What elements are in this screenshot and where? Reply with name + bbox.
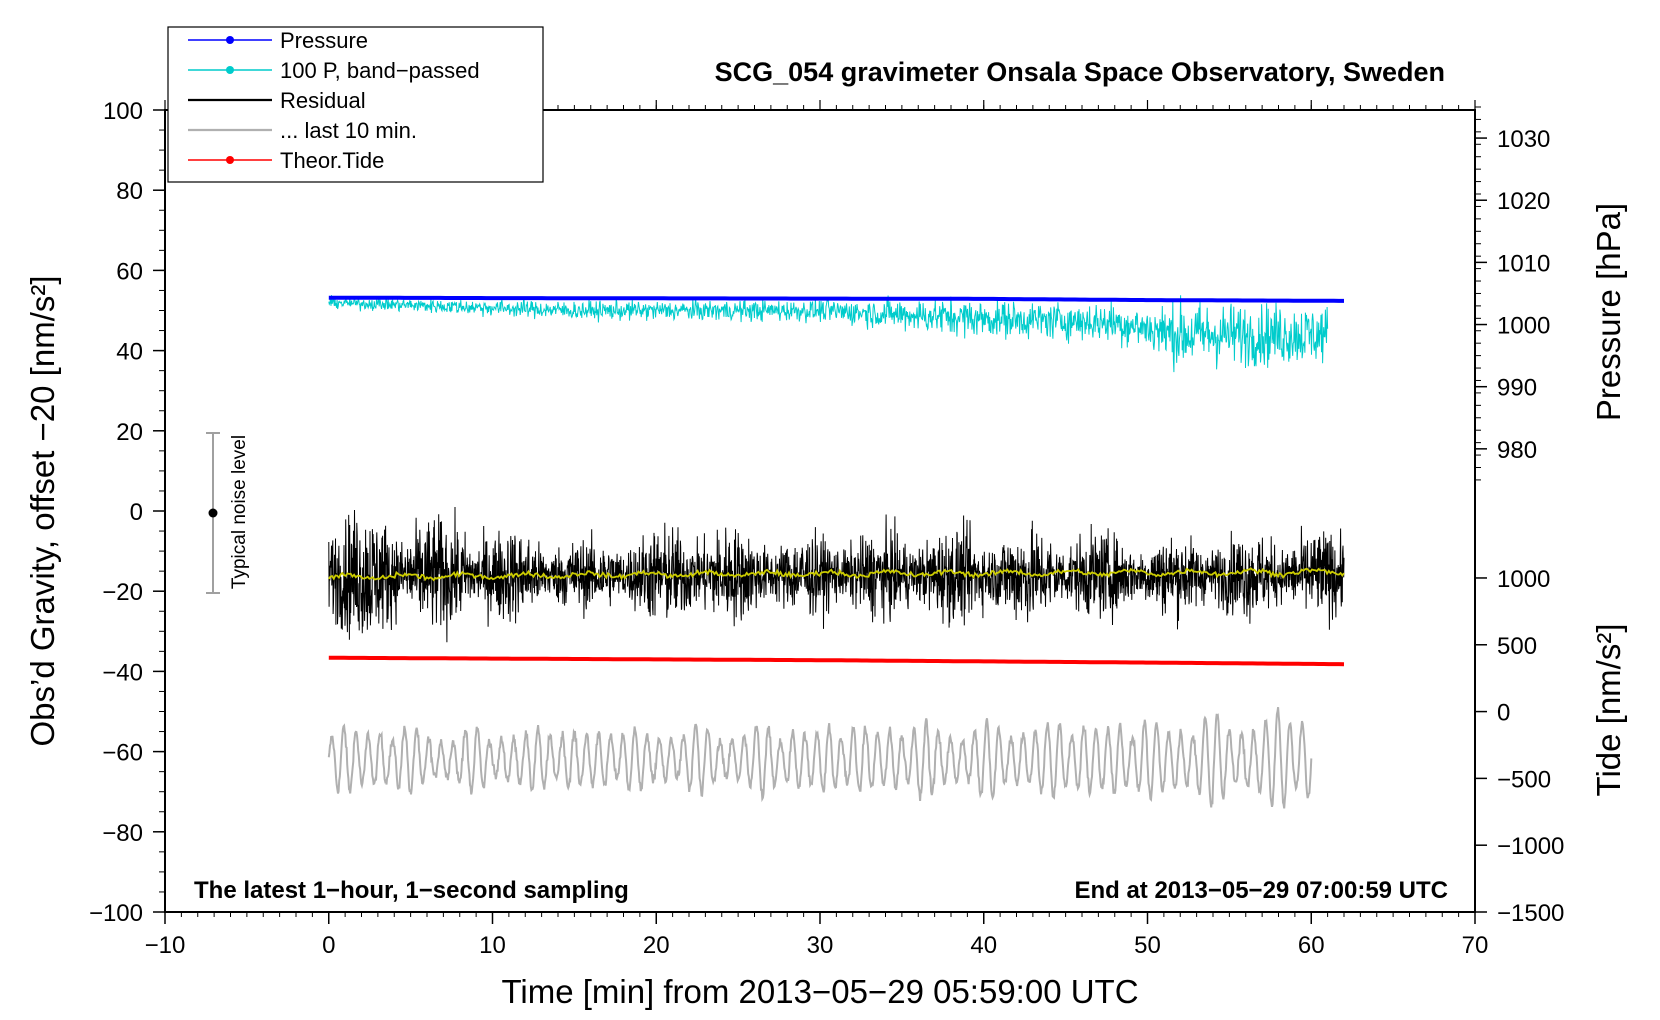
y-axis-title-left: Obs’d Gravity, offset −20 [nm/s²] [24, 275, 61, 746]
legend-entry-bandpassed: 100 P, band−passed [188, 58, 480, 83]
legend-label-tide: Theor.Tide [280, 148, 384, 173]
y-tick-label: −100 [89, 900, 143, 927]
legend-label-bandpassed: 100 P, band−passed [280, 58, 480, 83]
legend-marker-pressure [226, 36, 234, 44]
tide-tick-label: 500 [1497, 633, 1537, 660]
legend-entry-last10: ... last 10 min. [188, 118, 417, 143]
x-tick-label: 10 [479, 932, 506, 959]
legend-box [167, 26, 544, 183]
note-sampling: The latest 1−hour, 1−second sampling [194, 877, 629, 904]
x-tick-label: 30 [807, 932, 834, 959]
plot-frame [164, 109, 1476, 913]
series-theor-tide [328, 655, 1345, 667]
x-tick-label: −10 [145, 932, 186, 959]
pressure-tick-label: 1000 [1497, 313, 1550, 340]
y-tick-label: −60 [102, 740, 143, 767]
legend-marker-bandpassed [226, 66, 234, 74]
series-pressure [328, 295, 1344, 303]
tide-tick-label: −500 [1497, 766, 1551, 793]
series-residual [328, 506, 1345, 643]
x-tick-label: 40 [970, 932, 997, 959]
x-tick-label: 20 [643, 932, 670, 959]
x-tick-label: 60 [1298, 932, 1325, 959]
pressure-tick-label: 1010 [1497, 250, 1550, 277]
legend-marker-tide [226, 156, 234, 164]
y-axis-title-tide: Tide [nm/s²] [1590, 624, 1627, 797]
y-tick-label: −20 [102, 579, 143, 606]
pressure-tick-label: 1030 [1497, 126, 1550, 153]
tide-tick-label: −1000 [1497, 833, 1564, 860]
y-tick-label: 60 [116, 258, 143, 285]
chart-title: SCG_054 gravimeter Onsala Space Observat… [715, 57, 1445, 87]
x-tick-label: 50 [1134, 932, 1161, 959]
y-axis-title-pressure: Pressure [hPa] [1590, 203, 1627, 421]
series-residual-smoothed [328, 567, 1345, 582]
series-last-10-min [327, 707, 1313, 809]
y-tick-label: 100 [103, 98, 143, 125]
y-tick-label: 0 [130, 499, 143, 526]
y-tick-label: −40 [102, 659, 143, 686]
pressure-tick-label: 990 [1497, 375, 1537, 402]
legend-entry-residual: Residual [188, 88, 366, 113]
legend: Pressure 100 P, band−passed Residual ...… [167, 26, 544, 183]
ticks-layer [153, 100, 1487, 924]
y-tick-label: 20 [116, 419, 143, 446]
legend-entry-pressure: Pressure [188, 28, 368, 53]
series-layer [327, 295, 1345, 809]
tick-labels-layer: −10 0 10 20 30 40 50 60 70−100−80−60−40−20020406… [89, 98, 1564, 959]
legend-entry-tide: Theor.Tide [188, 148, 384, 173]
tide-tick-label: 1000 [1497, 566, 1550, 593]
tide-tick-label: −1500 [1497, 900, 1564, 927]
y-tick-label: 80 [116, 178, 143, 205]
tide-tick-label: 0 [1497, 700, 1510, 727]
x-axis-title: Time [min] from 2013−05−29 05:59:00 UTC [501, 973, 1138, 1010]
legend-label-pressure: Pressure [280, 28, 368, 53]
noise-center-dot [208, 508, 218, 518]
note-end-time: End at 2013−05−29 07:00:59 UTC [1074, 877, 1448, 904]
y-tick-label: −80 [102, 820, 143, 847]
pressure-tick-label: 1020 [1497, 188, 1550, 215]
x-tick-label: 70 [1462, 932, 1489, 959]
legend-label-residual: Residual [280, 88, 366, 113]
pressure-tick-label: 980 [1497, 437, 1537, 464]
noise-indicator: Typical noise level [206, 432, 250, 594]
x-tick-label: 0 [322, 932, 335, 959]
y-tick-label: 40 [116, 339, 143, 366]
noise-label: Typical noise level [229, 435, 250, 589]
legend-label-last10: ... last 10 min. [280, 118, 417, 143]
